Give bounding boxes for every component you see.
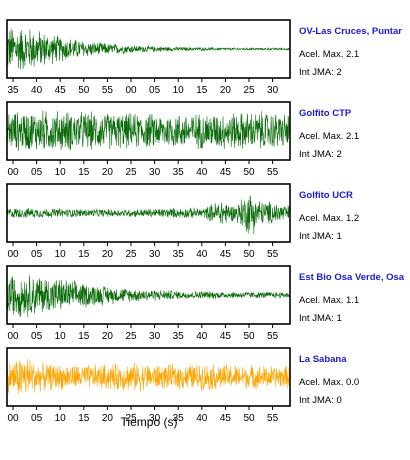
x-tick-label: 25	[125, 331, 137, 342]
x-tick-label: 05	[31, 167, 43, 178]
x-tick-label: 40	[196, 413, 208, 424]
x-tick-label: 00	[7, 167, 19, 178]
x-tick-label: 50	[243, 331, 255, 342]
x-tick-label: 30	[149, 331, 161, 342]
x-tick-label: 30	[149, 413, 161, 424]
x-tick-label: 35	[173, 167, 185, 178]
x-tick-label: 45	[220, 413, 232, 424]
x-tick-label: 30	[267, 85, 279, 96]
panel-frame	[6, 183, 291, 243]
x-tick-label: 35	[173, 413, 185, 424]
panel-frame	[6, 265, 291, 325]
x-tick-label: 15	[78, 413, 90, 424]
x-tick-label: 25	[125, 167, 137, 178]
x-tick-label: 15	[78, 331, 90, 342]
jma-intensity: Int JMA: 2	[299, 67, 342, 78]
panel-4: 00 05 10 15 20 25 30 35 40 45 50 55 Est Bio Osa Verd…	[6, 265, 405, 342]
x-tick-label: 30	[149, 167, 161, 178]
x-tick-label: 00	[7, 413, 19, 424]
waveform	[6, 275, 291, 317]
station-name: OV-Las Cruces, Puntar	[299, 26, 402, 37]
station-name: La Sabana	[299, 354, 347, 365]
x-tick-label: 25	[125, 249, 137, 260]
x-tick-label: 05	[31, 413, 43, 424]
x-tick-label: 20	[102, 249, 114, 260]
x-tick-label: 15	[196, 85, 208, 96]
station-name: Est Bio Osa Verde, Osa	[299, 272, 405, 283]
waveform	[6, 28, 291, 70]
max-acceleration: Acel. Max. 0.0	[299, 377, 359, 388]
x-tick-label: 10	[55, 331, 67, 342]
x-tick-label: 40	[31, 85, 43, 96]
x-tick-label: 20	[220, 85, 232, 96]
station-name: Golfito CTP	[299, 108, 352, 119]
max-acceleration: Acel. Max. 1.1	[299, 295, 359, 306]
max-acceleration: Acel. Max. 2.1	[299, 131, 359, 142]
x-tick-label: 05	[31, 331, 43, 342]
x-tick-label: 55	[267, 249, 279, 260]
x-tick-label: 55	[267, 413, 279, 424]
x-tick-label: 15	[78, 249, 90, 260]
jma-intensity: Int JMA: 2	[299, 149, 342, 160]
waveform	[6, 358, 291, 395]
x-tick-label: 05	[149, 85, 161, 96]
x-tick-label: 20	[102, 413, 114, 424]
x-tick-label: 35	[173, 249, 185, 260]
waveform	[6, 195, 291, 235]
x-tick-label: 25	[125, 413, 137, 424]
max-acceleration: Acel. Max. 2.1	[299, 49, 359, 60]
station-name: Golfito UCR	[299, 190, 353, 201]
x-tick-label: 20	[102, 167, 114, 178]
x-tick-label: 00	[7, 249, 19, 260]
x-tick-label: 50	[78, 85, 90, 96]
x-tick-label: 10	[55, 249, 67, 260]
x-tick-label: 45	[220, 331, 232, 342]
waveform	[6, 110, 291, 151]
x-tick-label: 00	[125, 85, 137, 96]
x-tick-label: 40	[196, 167, 208, 178]
x-tick-label: 10	[55, 167, 67, 178]
x-tick-label: 25	[243, 85, 255, 96]
max-acceleration: Acel. Max. 1.2	[299, 213, 359, 224]
x-tick-label: 05	[31, 249, 43, 260]
x-tick-label: 55	[102, 85, 114, 96]
panel-frame	[6, 347, 291, 407]
panel-1: 35 40 45 50 55 00 05 10 15 20 25 30 OV-Las Cruces, P…	[6, 19, 402, 96]
x-tick-label: 40	[196, 249, 208, 260]
jma-intensity: Int JMA: 1	[299, 313, 342, 324]
x-tick-label: 50	[243, 167, 255, 178]
x-tick-label: 50	[243, 249, 255, 260]
x-tick-label: 10	[173, 85, 185, 96]
x-tick-label: 45	[220, 249, 232, 260]
panel-frame	[6, 19, 291, 79]
panel-2: 00 05 10 15 20 25 30 35 40 45 50 55 Golfito CTP Acel.…	[6, 101, 359, 178]
panels: 35 40 45 50 55 00 05 10 15 20 25 30 OV-Las Cruces, P…	[6, 19, 405, 424]
x-tick-label: 45	[220, 167, 232, 178]
x-tick-label: 45	[55, 85, 67, 96]
x-tick-label: 35	[7, 85, 19, 96]
x-axis-label: Tiempo (s)	[121, 415, 178, 429]
x-tick-label: 50	[243, 413, 255, 424]
x-tick-label: 00	[7, 331, 19, 342]
panel-3: 00 05 10 15 20 25 30 35 40 45 50 55 Golfito UCR Acel.…	[6, 183, 359, 260]
x-tick-label: 35	[173, 331, 185, 342]
x-tick-label: 10	[55, 413, 67, 424]
x-tick-label: 20	[102, 331, 114, 342]
x-tick-label: 55	[267, 167, 279, 178]
jma-intensity: Int JMA: 1	[299, 231, 342, 242]
x-tick-label: 30	[149, 249, 161, 260]
x-tick-label: 15	[78, 167, 90, 178]
x-tick-label: 40	[196, 331, 208, 342]
panel-5: 00 05 10 15 20 25 30 35 40 45 50 55 La Sabana Acel. M…	[6, 347, 359, 424]
jma-intensity: Int JMA: 0	[299, 395, 342, 406]
panel-frame	[6, 101, 291, 161]
x-tick-label: 55	[267, 331, 279, 342]
